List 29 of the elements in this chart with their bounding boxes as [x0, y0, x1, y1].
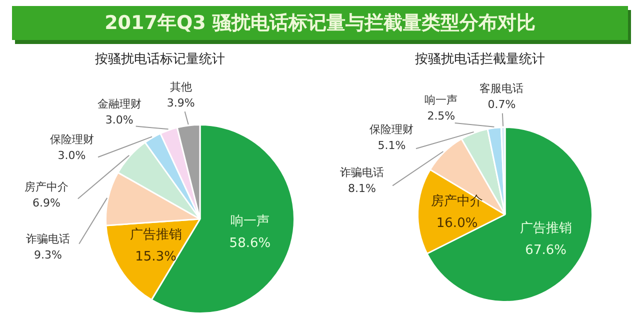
slice-label: 广告推销 — [130, 227, 182, 242]
data-label: 16.0% — [436, 216, 478, 232]
slice-label: 诈骗电话 — [340, 166, 384, 179]
data-label: 2.5% — [427, 109, 456, 122]
chart-subtitle: 按骚扰电话拦截量统计 — [414, 51, 546, 68]
data-label: 15.3% — [135, 249, 176, 264]
chart-subtitle: 按骚扰电话标记量统计 — [94, 51, 226, 68]
slice-label: 其他 — [170, 80, 192, 94]
data-label: 67.6% — [525, 243, 566, 258]
data-label: 3.0% — [105, 113, 134, 126]
slice-label: 保险理财 — [50, 132, 94, 146]
slice-label: 广告推销 — [520, 221, 572, 236]
data-label: 9.3% — [34, 248, 62, 262]
slice-label: 诈骗电话 — [26, 232, 70, 246]
data-label: 6.9% — [32, 196, 60, 210]
slice-label: 响一声 — [230, 214, 270, 230]
data-label: 5.1% — [378, 139, 406, 152]
data-label: 0.7% — [488, 98, 516, 112]
chart-title: 2017年Q3 骚扰电话标记量与拦截量类型分布对比 — [12, 6, 628, 40]
data-label: 58.6% — [229, 236, 271, 252]
slice-label: 房产中介 — [24, 180, 69, 194]
data-label: 3.0% — [58, 148, 86, 162]
slice-label: 房产中介 — [431, 193, 484, 210]
slice-label: 响一声 — [424, 93, 458, 106]
slice-label: 保险理财 — [370, 123, 414, 136]
slice-label: 客服电话 — [480, 82, 524, 96]
data-label: 3.9% — [166, 96, 195, 110]
slice-label: 金融理财 — [97, 97, 142, 110]
data-label: 8.1% — [348, 182, 376, 195]
